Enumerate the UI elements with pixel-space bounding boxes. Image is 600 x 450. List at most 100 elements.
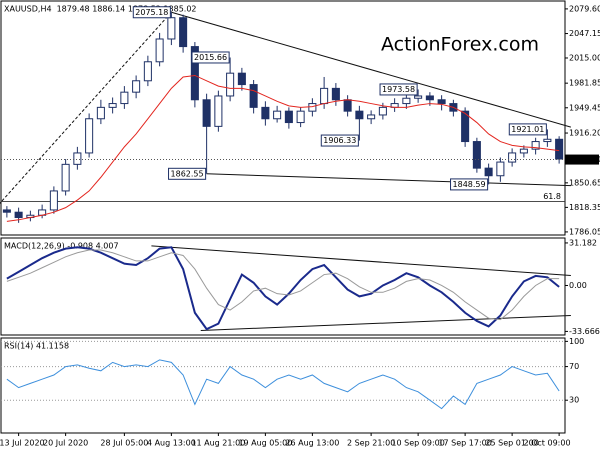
y-tick-label: 31.182 xyxy=(569,238,597,247)
candle-body xyxy=(190,46,199,101)
candle-body xyxy=(496,161,505,177)
candle-body xyxy=(320,87,329,105)
x-tick-label: 13 Jul 2020 xyxy=(0,439,45,448)
high-label-box xyxy=(191,51,230,64)
x-tick-label: 4 Aug 13:00 xyxy=(147,439,196,448)
candle-body xyxy=(425,95,434,101)
series-line xyxy=(6,246,560,331)
candle-body xyxy=(308,103,317,112)
candle-body xyxy=(508,152,517,163)
y-tick-label: 30 xyxy=(569,396,579,405)
high-label: 1921.01 xyxy=(511,125,544,134)
low-label: 1848.59 xyxy=(453,180,486,189)
candle-body xyxy=(61,163,70,192)
panel-frame xyxy=(0,237,566,336)
candle-body xyxy=(85,118,94,154)
candle-body xyxy=(73,152,82,165)
panel-frame xyxy=(0,0,566,236)
low-label-box xyxy=(168,167,207,180)
low-label: 1862.55 xyxy=(171,169,204,178)
high-label: 1973.58 xyxy=(382,85,415,94)
header-values: 1879.48 1886.14 1878.52 1885.02 xyxy=(57,5,197,14)
candle-body xyxy=(155,38,164,63)
x-tick-label: 25 Sep 01:00 xyxy=(485,439,538,448)
y-tick-label: 70 xyxy=(569,362,579,371)
high-label: 2015.66 xyxy=(194,53,227,62)
low-label-box xyxy=(450,178,489,191)
candle-body xyxy=(202,99,211,127)
candle-body xyxy=(472,141,481,169)
candle-body xyxy=(343,99,352,112)
y-tick-label: 1786.05 xyxy=(569,227,600,236)
moving-average xyxy=(6,74,560,222)
y-tick-label: 1818.35 xyxy=(569,203,600,212)
x-tick-label: 2 Sep 21:00 xyxy=(347,439,395,448)
y-tick-label: 1850.65 xyxy=(569,178,600,187)
candle-body xyxy=(237,72,246,86)
low-label: 1906.33 xyxy=(323,136,356,145)
candle-body xyxy=(296,110,305,124)
panel-title: RSI(14) 41.1158 xyxy=(4,342,69,351)
candle-body xyxy=(367,114,376,120)
y-tick-label: 1949.45 xyxy=(569,103,600,112)
panel-frame xyxy=(0,337,566,434)
trendline xyxy=(151,245,571,277)
high-label-box xyxy=(508,123,547,136)
candle-body xyxy=(555,138,564,160)
candle-body xyxy=(96,106,105,120)
y-tick-label: -33.666 xyxy=(569,327,600,336)
series-line xyxy=(6,359,560,410)
fib-label: 61.8 xyxy=(543,192,561,201)
y-tick-label: 2047.15 xyxy=(569,29,600,38)
candle-body xyxy=(284,110,293,124)
low-label-box xyxy=(320,134,359,147)
candle-body xyxy=(484,167,493,177)
candle-body xyxy=(273,110,282,120)
high-label-box xyxy=(379,83,418,96)
trendline xyxy=(171,11,572,128)
candle-body xyxy=(2,209,11,213)
y-tick-label: 1916.20 xyxy=(569,129,600,138)
x-tick-label: 26 Aug 13:00 xyxy=(285,439,339,448)
y-tick-label: 0.00 xyxy=(569,281,587,290)
trendline xyxy=(200,314,571,331)
candle-body xyxy=(543,138,552,143)
candle-body xyxy=(108,103,117,108)
candle-body xyxy=(378,106,387,116)
y-tick-label: 2015.00 xyxy=(569,53,600,62)
candle-body xyxy=(461,110,470,143)
x-tick-label: 28 Jul 05:00 xyxy=(100,439,148,448)
candle-body xyxy=(14,211,23,219)
candle-body xyxy=(214,95,223,127)
x-tick-label: 11 Aug 21:00 xyxy=(191,439,245,448)
high-label-box xyxy=(132,6,171,19)
high-label: 2075.18 xyxy=(135,8,168,17)
x-tick-label: 17 Sep 17:00 xyxy=(438,439,491,448)
last-price-box xyxy=(565,154,599,165)
candle-body xyxy=(167,17,176,40)
candle-body xyxy=(437,99,446,105)
y-tick-label: 100 xyxy=(569,337,584,346)
watermark: ActionForex.com xyxy=(381,34,539,56)
candle-body xyxy=(132,80,141,93)
panel-title: XAUUSD,H4 xyxy=(4,5,52,14)
candle-body xyxy=(519,148,528,154)
candle-body xyxy=(143,61,152,82)
candle-body xyxy=(226,72,235,97)
candle-body xyxy=(414,95,423,99)
x-tick-label: 19 Aug 05:00 xyxy=(238,439,292,448)
series-line xyxy=(6,249,560,321)
candle-body xyxy=(331,87,340,101)
x-tick-label: 10 Sep 09:00 xyxy=(391,439,444,448)
trendline xyxy=(206,173,571,187)
candle-body xyxy=(249,84,258,108)
candle-body xyxy=(120,91,129,105)
panel-title: MACD(12,26,9) -0.908 4.007 xyxy=(4,242,119,251)
y-tick-label: 2079.60 xyxy=(569,4,600,13)
trendline xyxy=(0,11,172,204)
candle-body xyxy=(49,190,58,211)
x-tick-label: 2 Oct 09:00 xyxy=(523,439,570,448)
candle-body xyxy=(355,110,364,120)
candle-body xyxy=(261,106,270,120)
